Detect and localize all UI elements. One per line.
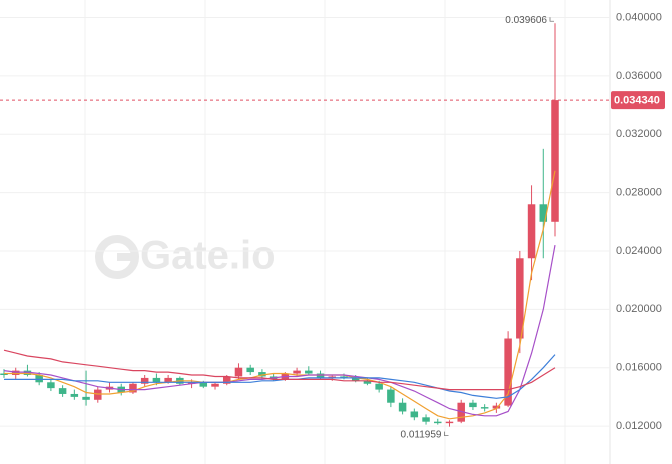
candle-body <box>492 405 501 409</box>
y-tick-label: 0.016000 <box>616 362 662 374</box>
candle-body <box>469 402 477 408</box>
y-tick-label: 0.032000 <box>616 128 662 140</box>
candle-body <box>47 382 55 389</box>
candle-body <box>363 380 372 384</box>
candle-body <box>187 382 196 384</box>
candle-body <box>222 376 231 384</box>
candle-body <box>387 389 395 403</box>
candle-body <box>164 377 172 383</box>
candle-body <box>35 374 43 383</box>
watermark: Gate.io <box>95 234 276 279</box>
y-tick-label: 0.028000 <box>616 187 662 199</box>
candle-body <box>129 383 137 393</box>
candle-body <box>316 373 325 378</box>
candle-body <box>152 377 161 383</box>
candle-body <box>539 204 548 222</box>
candle-body <box>11 370 20 375</box>
moving-average-line <box>4 170 556 420</box>
candle-body <box>551 100 559 222</box>
candle-body <box>258 372 266 377</box>
candle-body <box>504 338 512 406</box>
candle-body <box>58 388 67 394</box>
candle-body <box>70 393 79 397</box>
y-tick-label: 0.012000 <box>616 420 662 432</box>
y-tick-label: 0.024000 <box>616 245 662 257</box>
candle-body <box>527 204 536 259</box>
candle-body <box>480 407 489 409</box>
candle-body <box>422 417 430 422</box>
candle-body <box>234 367 243 377</box>
candle-body <box>211 383 219 387</box>
candle-body <box>82 396 90 400</box>
annotation-label: 0.011959 <box>401 429 442 440</box>
candle-body <box>445 421 454 424</box>
last-price-label: 0.034340 <box>614 95 660 107</box>
y-tick-label: 0.020000 <box>616 303 662 315</box>
candle-body <box>23 370 32 375</box>
watermark-text: Gate.io <box>140 234 276 278</box>
candle-body <box>457 402 465 422</box>
candle-body <box>246 367 254 373</box>
last-price-box <box>611 91 665 110</box>
moving-average-line <box>4 354 556 399</box>
candle-body <box>140 377 149 384</box>
candle-body <box>398 402 407 412</box>
annotation-label: 0.039606 <box>505 15 547 26</box>
y-tick-label: 0.040000 <box>616 11 662 23</box>
candle-body <box>0 373 8 375</box>
candle-body <box>199 382 208 387</box>
annotation-pointer <box>444 431 449 437</box>
candle-body <box>434 421 442 424</box>
candle-body <box>410 411 419 418</box>
candle-body <box>516 258 524 339</box>
moving-average-line <box>3 349 556 391</box>
candle-body <box>293 370 301 374</box>
watermark-logo-bar <box>117 253 135 261</box>
candle-body <box>340 376 348 378</box>
candle-body <box>375 383 383 390</box>
candle-body <box>305 370 313 374</box>
annotation-pointer <box>549 17 554 22</box>
candle-body <box>328 376 337 378</box>
candle-body <box>94 389 102 400</box>
moving-average-line <box>3 244 556 417</box>
y-tick-label: 0.036000 <box>616 70 662 82</box>
plot: 0.012000 0.016000 0.020000 0.024000 0.028000… <box>0 11 665 440</box>
vertical-grid <box>84 0 566 464</box>
candle-body <box>351 377 360 381</box>
